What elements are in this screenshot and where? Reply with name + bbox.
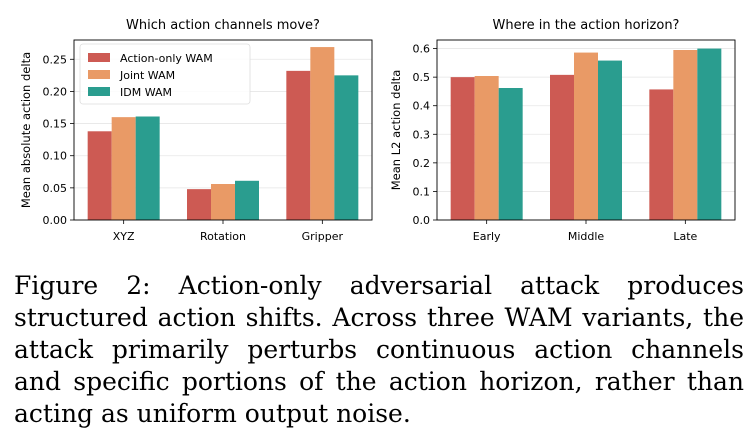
bar-joint-wam-late [673, 50, 698, 220]
bar-action-only-wam-xyz [87, 131, 112, 220]
x-tick-label: XYZ [113, 230, 135, 243]
bar-joint-wam-xyz [111, 117, 136, 220]
chart-title: Where in the action horizon? [493, 18, 680, 33]
left-chart: XYZ Rotation Gripper 0.00 0.05 0.10 0.15 0.20 0.… [19, 18, 373, 243]
y-tick-label: 0.25 [43, 53, 68, 66]
legend-label: Action-only WAM [120, 52, 213, 65]
bar-idm-wam-rotation [235, 180, 259, 220]
bar-joint-wam-early [474, 76, 499, 220]
y-tick-label: 0.1 [413, 185, 431, 198]
plot-frame [73, 39, 373, 221]
y-axis-label: Mean absolute action delta [19, 52, 33, 208]
y-tick-label: 0.6 [413, 43, 431, 56]
y-tick-label: 0.0 [413, 214, 431, 227]
bar-action-only-wam-late [649, 89, 674, 220]
y-tick-label: 0.4 [413, 100, 431, 113]
bar-action-only-wam-middle [550, 74, 574, 220]
bar-action-only-wam-rotation [187, 189, 211, 220]
legend-swatch [88, 70, 110, 79]
right-chart: Early Middle Late 0.0 0.1 0.2 0.3 0.4 0.5 0.6 Wher… [389, 18, 736, 243]
legend-label: Joint WAM [119, 69, 175, 82]
bar-idm-wam-xyz [135, 116, 160, 220]
y-tick-label: 0.3 [413, 128, 431, 141]
x-tick-label: Gripper [302, 230, 344, 243]
legend-box [79, 43, 251, 105]
legend-label: IDM WAM [120, 86, 172, 99]
legend-swatch [88, 87, 110, 96]
legend-swatch [88, 53, 110, 62]
y-tick-label: 0.5 [413, 71, 431, 84]
x-tick-label: Early [473, 230, 501, 243]
y-tick-label: 0.20 [43, 85, 68, 98]
chart-title: Which action channels move? [126, 18, 320, 33]
bar-action-only-wam-gripper [286, 70, 311, 220]
figure-caption: Figure 2: Action-only adversarial attack… [14, 271, 744, 428]
bar-action-only-wam-early [450, 77, 475, 221]
y-tick-label: 0.05 [43, 182, 68, 195]
y-axis-label: Mean L2 action delta [389, 70, 403, 191]
bar-idm-wam-early [498, 88, 523, 220]
x-tick-label: Middle [568, 230, 605, 243]
y-tick-label: 0.2 [413, 157, 431, 170]
bar-joint-wam-middle [574, 52, 598, 221]
x-tick-label: Late [673, 230, 697, 243]
y-tick-label: 0.10 [43, 150, 68, 163]
bar-joint-wam-rotation [211, 184, 235, 220]
y-tick-label: 0.15 [43, 118, 68, 131]
bar-idm-wam-middle [598, 60, 622, 221]
bar-joint-wam-gripper [310, 47, 335, 221]
bar-idm-wam-late [697, 48, 722, 221]
bar-idm-wam-gripper [334, 75, 359, 220]
plot-frame [436, 39, 736, 221]
y-tick-label: 0.00 [43, 214, 68, 227]
x-tick-label: Rotation [200, 230, 246, 243]
